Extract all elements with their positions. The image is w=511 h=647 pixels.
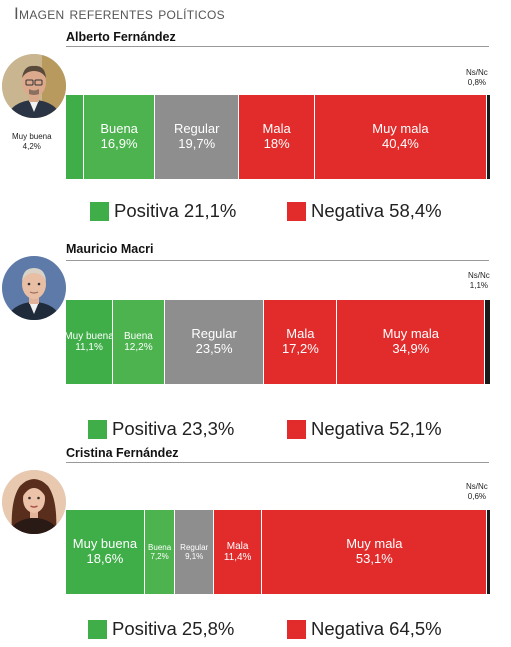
ext-label-nsnc: Ns/Nc 0,6% xyxy=(466,482,488,501)
divider xyxy=(66,462,489,463)
legend-negativa-label: Negativa 58,4% xyxy=(311,200,442,221)
legend-positiva: Positiva 25,8% xyxy=(88,618,234,640)
legend-swatch-positiva xyxy=(90,201,109,221)
bar-segment-regular: Regular 9,1% xyxy=(175,510,214,594)
bar-segment-mala: Mala 17,2% xyxy=(264,300,338,384)
ext-label-name: Ns/Nc xyxy=(466,68,488,77)
ext-label-nsnc: Ns/Nc 1,1% xyxy=(468,271,490,290)
segment-label: Regular xyxy=(191,326,237,342)
segment-value: 16,9% xyxy=(100,136,138,151)
legend-negativa-label: Negativa 52,1% xyxy=(311,418,442,439)
segment-value: 17,2% xyxy=(281,341,319,356)
segment-value: 23,5% xyxy=(195,341,233,356)
segment-value: 11,1% xyxy=(75,342,103,353)
segment-label: Muy buena xyxy=(66,330,114,342)
main-title: Imagen referentes políticos xyxy=(14,4,225,23)
ext-label-name: Ns/Nc xyxy=(468,271,490,280)
bar-segment-muy-buena: Muy buena 11,1% xyxy=(66,300,114,384)
segment-value: 40,4% xyxy=(382,136,419,151)
segment-label: Muy buena xyxy=(72,536,138,552)
ext-label-muy-buena: Muy buena 4,2% xyxy=(12,132,52,151)
person-name: Alberto Fernández xyxy=(66,30,176,44)
person-silhouette-icon xyxy=(2,54,66,118)
segment-value: 18% xyxy=(263,136,290,151)
legend-swatch-positiva xyxy=(88,619,107,639)
divider xyxy=(66,260,489,261)
segment-label: Buena xyxy=(148,542,172,552)
legend-negativa: Negativa 52,1% xyxy=(287,418,442,440)
segment-label: Buena xyxy=(123,330,153,342)
segment-label: Buena xyxy=(100,121,138,137)
legend-swatch-negativa xyxy=(287,419,306,439)
person-silhouette-icon xyxy=(2,256,66,320)
bar-segment-regular: Regular 23,5% xyxy=(164,300,265,384)
ext-label-value: 0,8% xyxy=(467,77,486,87)
person-name: Cristina Fernández xyxy=(66,446,179,460)
bar-segment-mala: Mala 11,4% xyxy=(213,510,263,594)
divider xyxy=(66,46,489,47)
legend-positiva: Positiva 21,1% xyxy=(90,200,236,222)
segment-label: Mala xyxy=(262,121,291,137)
segment-value: 11,4% xyxy=(223,552,252,563)
stacked-bar: Muy buena 11,1% Buena 12,2% Regular 23,5% Mala… xyxy=(66,300,490,384)
ext-label-value: 1,1% xyxy=(469,280,488,290)
legend-swatch-negativa xyxy=(287,619,306,639)
bar-segment-buena: Buena 7,2% xyxy=(144,510,176,594)
legend: Positiva 23,3% Negativa 52,1% xyxy=(0,418,511,442)
legend-negativa: Negativa 58,4% xyxy=(287,200,442,222)
bar-segment-muy-buena xyxy=(66,95,84,179)
bar-segment-nsnc xyxy=(485,300,490,384)
bar-segment-muy-mala: Muy mala 40,4% xyxy=(315,95,487,179)
avatar-photo xyxy=(2,470,66,534)
segment-label: Regular xyxy=(173,121,220,137)
bar-segment-mala: Mala 18% xyxy=(238,95,316,179)
bar-segment-muy-buena: Muy buena 18,6% xyxy=(66,510,145,594)
segment-value: 34,9% xyxy=(392,341,430,356)
legend-negativa: Negativa 64,5% xyxy=(287,618,442,640)
ext-label-name: Muy buena xyxy=(12,132,52,141)
segment-value: 9,1% xyxy=(185,552,204,561)
bar-segment-buena: Buena 16,9% xyxy=(83,95,156,179)
segment-value: 18,6% xyxy=(86,551,124,566)
segment-label: Muy mala xyxy=(346,536,403,552)
bar-segment-muy-mala: Muy mala 53,1% xyxy=(262,510,488,594)
bar-segment-regular: Regular 19,7% xyxy=(155,95,239,179)
person-name: Mauricio Macri xyxy=(66,242,154,256)
bar-segment-nsnc xyxy=(487,510,490,594)
stacked-bar: Muy buena 18,6% Buena 7,2% Regular 9,1% Mala 11… xyxy=(66,510,490,594)
ext-label-nsnc: Ns/Nc 0,8% xyxy=(466,68,488,87)
legend-positiva-label: Positiva 25,8% xyxy=(112,618,235,639)
segment-value: 7,2% xyxy=(150,552,169,561)
segment-label: Muy mala xyxy=(372,121,429,137)
person-silhouette-icon xyxy=(2,470,66,534)
bar-segment-nsnc xyxy=(486,95,490,179)
segment-label: Mala xyxy=(226,540,249,552)
legend: Positiva 21,1% Negativa 58,4% xyxy=(0,200,511,224)
legend-swatch-negativa xyxy=(287,201,306,221)
avatar-photo xyxy=(2,54,66,118)
bar-segment-muy-mala: Muy mala 34,9% xyxy=(337,300,486,384)
ext-label-value: 4,2% xyxy=(22,141,41,151)
segment-label: Regular xyxy=(180,542,209,552)
legend-positiva-label: Positiva 23,3% xyxy=(112,418,235,439)
legend-positiva: Positiva 23,3% xyxy=(88,418,234,440)
avatar-photo xyxy=(2,256,66,320)
ext-label-name: Ns/Nc xyxy=(466,482,488,491)
legend-positiva-label: Positiva 21,1% xyxy=(114,200,237,221)
segment-value: 19,7% xyxy=(178,136,216,151)
ext-label-value: 0,6% xyxy=(467,491,486,501)
segment-label: Mala xyxy=(286,326,315,342)
segment-value: 12,2% xyxy=(124,342,153,353)
bar-segment-buena: Buena 12,2% xyxy=(113,300,165,384)
segment-value: 53,1% xyxy=(355,551,393,566)
stacked-bar: Buena 16,9% Regular 19,7% Mala 18% Muy mala 40,… xyxy=(66,95,490,179)
segment-label: Muy mala xyxy=(382,326,440,342)
legend-swatch-positiva xyxy=(88,419,107,439)
legend: Positiva 25,8% Negativa 64,5% xyxy=(0,618,511,642)
legend-negativa-label: Negativa 64,5% xyxy=(311,618,442,639)
